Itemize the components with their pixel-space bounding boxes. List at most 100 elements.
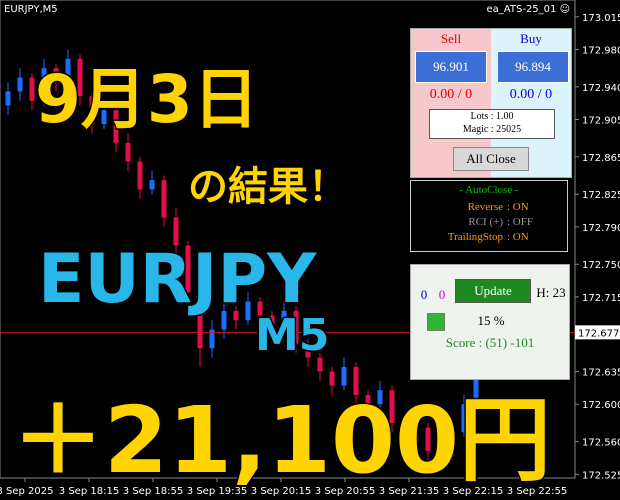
candle-body: [149, 180, 155, 190]
trade-panel: Sell Buy 96.901 96.894 0.00 / 0 0.00 / 0…: [410, 28, 572, 178]
x-tick-label: 3 Sep 19:35: [187, 486, 247, 497]
autoclose-state: : ON: [507, 201, 529, 213]
sell-pl: 0.00 / 0: [429, 87, 473, 102]
plot-frame: [0, 0, 576, 479]
current-price-box: [575, 325, 620, 340]
y-tick-label: 172.980: [582, 45, 620, 56]
candle-body: [41, 68, 47, 101]
candle-body: [161, 180, 167, 218]
candle-body: [53, 68, 59, 83]
candle-body: [425, 427, 431, 451]
candles: [5, 49, 479, 465]
candle-body: [137, 161, 143, 190]
y-tick-label: 172.525: [582, 470, 620, 481]
candle-body: [257, 301, 263, 316]
candle-body: [377, 390, 383, 405]
autoclose-panel: - AutoClose - Reverse : ON RCI (+) : OFF Tra…: [410, 180, 568, 252]
candle-body: [413, 427, 419, 442]
candle-body: [197, 292, 203, 349]
overlay-timeframe: M5: [255, 310, 329, 361]
candle-body: [209, 329, 215, 349]
sell-button[interactable]: 96.901: [415, 51, 487, 83]
candle-body: [233, 310, 239, 321]
autoclose-option: RCI (+): [468, 216, 503, 228]
candle-body: [293, 310, 299, 344]
current-price-label: 172.677: [578, 328, 619, 339]
candle-body: [77, 58, 83, 97]
candle-body: [329, 371, 335, 386]
candle-body: [5, 91, 11, 106]
y-tick-label: 172.940: [582, 83, 620, 94]
buy-button[interactable]: 96.894: [497, 51, 569, 83]
candle-body: [185, 245, 191, 293]
candle-body: [317, 357, 323, 372]
candle-body: [29, 77, 35, 101]
autoclose-option: TrailingStop: [447, 231, 503, 243]
candle-body: [353, 366, 359, 395]
autoclose-title: - AutoClose -: [459, 184, 519, 196]
x-tick-label: 3 Sep 21:35: [379, 486, 439, 497]
candle-body: [401, 422, 407, 442]
lots-box: Lots : 1.00 Magic : 25025: [429, 109, 555, 139]
y-tick-label: 172.790: [582, 223, 620, 234]
all-close-button[interactable]: All Close: [453, 147, 529, 171]
candle-body: [473, 376, 479, 405]
x-tick-label: 3 Sep 18:55: [123, 486, 183, 497]
y-tick-label: 173.015: [582, 13, 620, 24]
candle-body: [17, 77, 23, 92]
candle-body: [221, 310, 227, 330]
candle-body: [305, 343, 311, 358]
autoclose-state: : ON: [507, 231, 529, 243]
x-tick-label: 3 Sep 18:15: [59, 486, 119, 497]
overlay: 9月3日 の結果！ EURJPY M5 ＋21,100円: [11, 60, 553, 496]
candle-body: [281, 310, 287, 330]
candle-body: [449, 432, 455, 456]
overlay-pair: EURJPY: [38, 240, 317, 319]
magic: Magic : 25025: [462, 124, 522, 135]
overlay-date: 9月3日: [35, 61, 259, 138]
expert-label: ea_ATS-25_01 ☺: [487, 4, 570, 15]
symbol-label: EURJPY,M5: [4, 4, 58, 15]
lots: Lots : 1.00: [470, 111, 514, 122]
candle-body: [245, 301, 251, 321]
candle-body: [341, 366, 347, 386]
candle-body: [101, 110, 107, 125]
candle-body: [65, 58, 71, 83]
candle-body: [365, 394, 371, 405]
percent: 15 %: [477, 313, 505, 328]
y-tick-label: 172.600: [582, 400, 620, 411]
x-tick-label: 3 Sep 20:15: [251, 486, 311, 497]
y-tick-label: 172.560: [582, 438, 620, 449]
count-b: 0: [438, 287, 446, 302]
y-tick-label: 172.905: [582, 116, 620, 127]
overlay-result: の結果！: [188, 164, 348, 210]
buy-pl: 0.00 / 0: [509, 87, 553, 102]
status-panel: 0 0 Update H: 23 15 % Score : (51) -101: [410, 264, 570, 380]
candle-body: [113, 110, 119, 143]
y-tick-label: 172.715: [582, 293, 620, 304]
x-tick-label: 3 Sep 2025: [0, 486, 54, 497]
y-tick-label: 172.750: [582, 260, 620, 271]
count-a: 0: [420, 287, 428, 302]
y-tick-label: 172.865: [582, 153, 620, 164]
hours: H: 23: [536, 285, 566, 300]
sell-label: Sell: [440, 31, 462, 46]
x-tick-label: 3 Sep 22:15: [443, 486, 503, 497]
x-tick-label: 3 Sep 22:55: [507, 486, 567, 497]
update-button[interactable]: Update: [455, 279, 531, 303]
candle-body: [125, 142, 131, 162]
candle-body: [89, 96, 95, 125]
status-indicator: [427, 313, 445, 331]
candle-body: [461, 404, 467, 433]
autoclose-state: : OFF: [507, 216, 533, 228]
buy-label: Buy: [520, 31, 542, 46]
autoclose-option: Reverse: [467, 201, 503, 213]
x-tick-label: 3 Sep 20:55: [315, 486, 375, 497]
axes: 173.015 172.980 172.940 172.905 172.865 172.8…: [0, 13, 620, 497]
y-tick-label: 172.825: [582, 190, 620, 201]
candle-body: [173, 217, 179, 246]
candle-body: [389, 390, 395, 423]
overlay-profit: ＋21,100円: [12, 387, 551, 494]
